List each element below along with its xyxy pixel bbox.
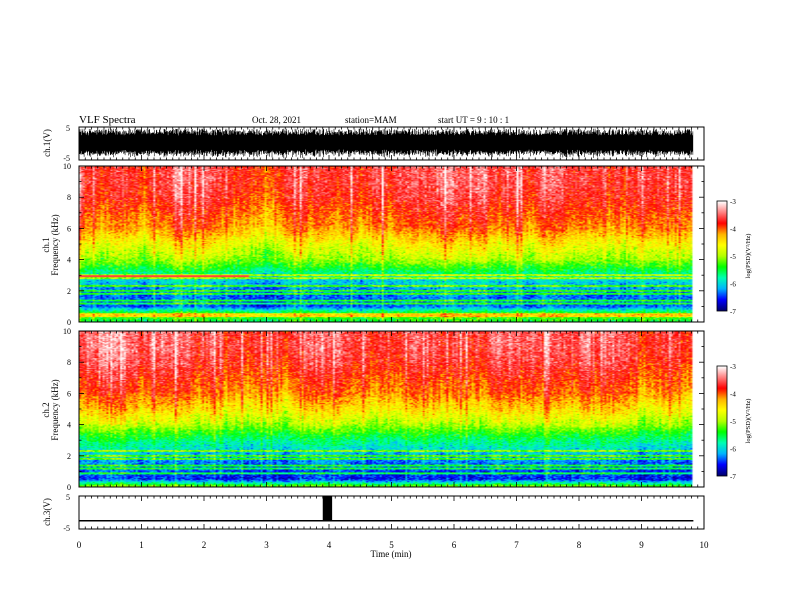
ch1-spectrogram-freq-tick-2: 2: [67, 287, 71, 296]
ch2-colorbar-tick-neg5: -5: [730, 418, 736, 426]
ch1-spectrogram-freq-tick-6: 6: [67, 224, 71, 233]
ch2-colorbar-label: log(PSD)(V²/Hz): [745, 399, 752, 444]
ch1-spectrogram-image: [79, 166, 704, 322]
ch2-spectrogram-freq-tick-4: 4: [67, 421, 71, 430]
ch2-spectrogram-freq-tick-8: 8: [67, 358, 71, 367]
ch1-spectrogram-ticks: [78, 165, 705, 323]
ch2-spec-ylabel-freq: Frequency (kHz): [50, 379, 60, 440]
figure-start-ut: start UT = 9 : 10 : 1: [438, 115, 509, 125]
ch1-ylabel: ch.1(V): [42, 129, 52, 157]
ch2-colorbar-tick-labels: -3 -4 -5 -6 -7: [730, 363, 736, 481]
ch1-colorbar-tick-labels: -3 -4 -5 -6 -7: [730, 198, 736, 316]
ch3-ytick-bottom: -5: [63, 524, 70, 533]
ch3-pulse: [322, 496, 333, 521]
ch1-spec-ylabel-freq: Frequency (kHz): [50, 214, 60, 275]
ch2-spectrogram-freq-tick-6: 6: [67, 389, 71, 398]
time-tick-7: 7: [514, 540, 519, 550]
ch2-spectrogram-freq-tick-10: 10: [63, 327, 71, 336]
time-tick-9: 9: [639, 540, 644, 550]
figure-title: VLF Spectra: [79, 114, 136, 126]
ch1-waveform-path: [78, 128, 694, 159]
ch2-colorbar-image: [717, 366, 727, 476]
ch1-spectrogram-freq-tick-0: 0: [67, 318, 71, 327]
time-tick-0: 0: [77, 540, 82, 550]
ch1-colorbar-image: [717, 201, 727, 311]
ch2-spectrogram-freq-tick-0: 0: [67, 483, 71, 492]
ch2-colorbar: -3 -4 -5 -6 -7 log(PSD)(V²/Hz): [716, 363, 752, 481]
ch1-spectrogram-freq-tick-4: 4: [67, 256, 71, 265]
ch1-colorbar: -3 -4 -5 -6 -7 log(PSD)(V²/Hz): [716, 198, 752, 316]
time-axis-label: Time (min): [371, 549, 412, 559]
ch2-frequency-tick-labels: 0 2 4 6 8 10: [63, 327, 71, 492]
ch1-ytick-top: 5: [66, 124, 70, 133]
ch3-signal-ticks: [78, 496, 705, 529]
ch1-spectrogram-freq-tick-8: 8: [67, 193, 71, 202]
time-tick-3: 3: [264, 540, 269, 550]
ch3-signal-panel: 5 -5 ch.3(V): [42, 493, 705, 533]
time-tick-8: 8: [577, 540, 582, 550]
ch2-spectrogram-panel: 0 2 4 6 8 10 ch.2 Frequency (kHz): [41, 327, 705, 492]
ch1-colorbar-tick-neg4: -4: [730, 226, 736, 234]
ch2-colorbar-tick-neg7: -7: [730, 473, 736, 481]
time-tick-6: 6: [452, 540, 457, 550]
ch2-spectrogram-freq-tick-2: 2: [67, 452, 71, 461]
figure-date: Oct. 28, 2021: [252, 115, 301, 125]
time-axis-tick-labels: 0 1 2 3 4 5 6 7 8 9 10: [77, 540, 709, 550]
ch1-waveform-panel: 5 -5 ch.1(V): [42, 124, 705, 163]
ch1-waveform-trace: [78, 128, 694, 159]
ch1-colorbar-tick-neg3: -3: [730, 198, 736, 206]
ch2-colorbar-tick-neg4: -4: [730, 391, 736, 399]
time-tick-10: 10: [700, 540, 710, 550]
time-tick-2: 2: [202, 540, 207, 550]
ch2-spec-ylabel: ch.2: [41, 402, 51, 417]
ch1-ytick-bottom: -5: [63, 154, 70, 163]
ch1-colorbar-tick-neg6: -6: [730, 281, 736, 289]
ch1-spectrogram-freq-tick-10: 10: [63, 162, 71, 171]
ch2-colorbar-tick-neg3: -3: [730, 363, 736, 371]
time-tick-5: 5: [389, 540, 394, 550]
ch1-waveform-ticks: [78, 127, 705, 160]
time-tick-4: 4: [327, 540, 332, 550]
ch1-spectrogram-panel: 0 2 4 6 8 10 ch.1 Frequency (kHz): [41, 162, 705, 327]
ch2-colorbar-tick-neg6: -6: [730, 446, 736, 454]
ch1-frequency-tick-labels: 0 2 4 6 8 10: [63, 162, 71, 327]
ch1-colorbar-tick-neg7: -7: [730, 308, 736, 316]
ch1-spec-ylabel: ch.1: [41, 237, 51, 252]
ch1-colorbar-tick-neg5: -5: [730, 253, 736, 261]
figure-station: station=MAM: [345, 115, 397, 125]
ch2-spectrogram-ticks: [78, 330, 705, 488]
ch3-ytick-top: 5: [66, 493, 70, 502]
ch1-colorbar-label: log(PSD)(V²/Hz): [745, 234, 752, 279]
ch2-colorbar-frame: [716, 365, 728, 477]
time-tick-1: 1: [139, 540, 144, 550]
ch1-colorbar-frame: [716, 200, 728, 312]
ch3-ylabel: ch.3(V): [42, 498, 52, 526]
ch2-spectrogram-image: [79, 331, 704, 487]
